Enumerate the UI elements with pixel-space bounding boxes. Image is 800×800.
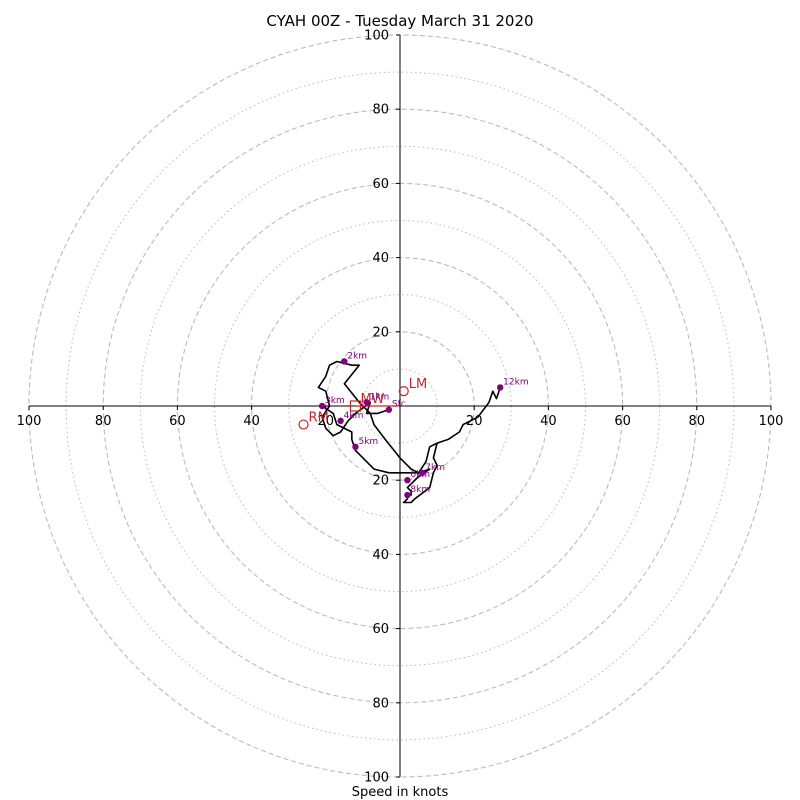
height-marker-4km [337,417,344,425]
x-tick-label: 40 [243,414,260,429]
height-marker-1km [363,399,370,406]
x-tick-label: 60 [169,414,186,429]
x-tick-label: 80 [689,414,706,429]
y-tick-label: 80 [372,103,389,118]
height-marker-8km [404,491,411,499]
height-marker-5km [352,443,359,451]
height-label-2km: 2km [347,351,367,361]
height-marker-2km [341,358,348,365]
height-label-5km: 5km [358,437,378,447]
height-label-4km: 4km [344,411,364,421]
y-tick-label: 20 [372,474,389,489]
y-tick-label: 40 [372,251,389,266]
y-tick-label: 60 [372,177,389,192]
height-label-1km: 1km [370,392,390,402]
storm-motion-rm-marker [298,419,309,430]
x-axis-label: Speed in knots [352,785,449,800]
y-tick-label: 100 [364,29,389,44]
x-tick-label: 60 [614,414,631,429]
height-marker-7km [419,469,426,476]
hodograph-lines [317,360,501,504]
storm-motion-lm-marker [398,386,409,397]
y-tick-label: 100 [364,771,389,786]
height-marker-sfc [385,406,393,413]
height-label-12km: 12km [503,377,528,387]
height-marker-12km [496,384,504,391]
x-tick-label: 80 [95,414,112,429]
x-tick-label: 100 [759,414,784,429]
height-label-6km: 6km [410,470,430,480]
chart-title: CYAH 00Z - Tuesday March 31 2020 [266,12,533,30]
y-tick-labels: 100 80 60 40 20 20 40 60 80 100 [364,29,400,786]
height-label-7km: 7km [425,463,445,473]
height-marker-6km [404,477,411,484]
x-tick-label: 40 [540,414,557,429]
y-tick-label: 40 [372,548,389,563]
y-tick-label: 60 [372,622,389,637]
y-tick-label: 20 [372,325,389,340]
hodograph-series-1 [317,360,501,474]
height-label-sfc: Sfc [392,400,406,410]
hodograph-series-2 [321,405,438,504]
storm-motion-lm-label: LM [409,377,427,392]
height-label-8km: 8km [410,485,430,495]
storm-motion-mw-marker [349,400,362,412]
x-tick-label: 100 [17,414,42,429]
height-marker-3km [318,402,326,410]
storm-motion-rm-label: RM [309,411,329,426]
height-label-3km: 3km [325,396,345,406]
y-tick-label: 80 [372,696,389,711]
